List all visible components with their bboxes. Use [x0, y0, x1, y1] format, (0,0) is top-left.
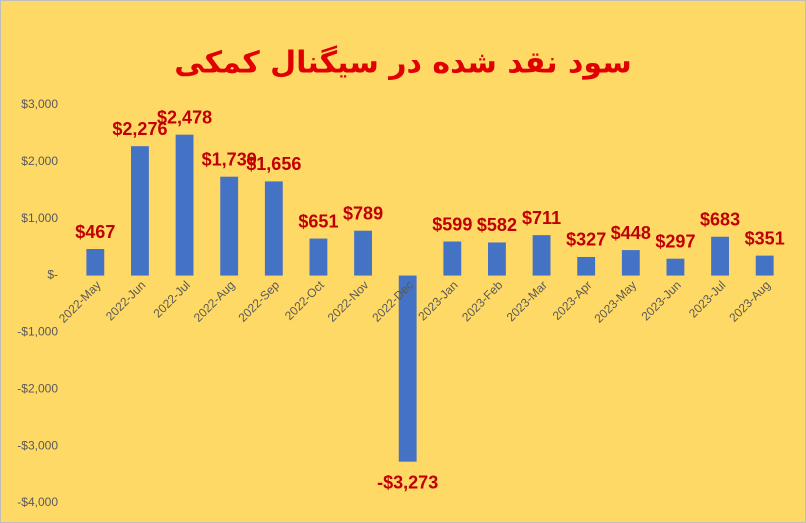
value-label: $599 — [432, 214, 472, 234]
bar — [131, 146, 149, 276]
value-label: $327 — [566, 230, 606, 250]
y-tick-label: $2,000 — [21, 154, 58, 168]
value-label: $683 — [700, 209, 740, 229]
bar — [175, 134, 194, 276]
value-label: $582 — [477, 215, 517, 235]
bar — [443, 241, 462, 276]
y-tick-label: $1,000 — [21, 211, 58, 225]
bar — [309, 238, 328, 276]
value-label: -$3,273 — [377, 472, 438, 492]
value-label: $467 — [75, 222, 115, 242]
bar — [621, 250, 640, 276]
value-label: $351 — [745, 228, 785, 248]
value-label: $1,739 — [202, 149, 257, 169]
chart-title: سود نقد شده در سیگنال کمکی — [174, 45, 631, 81]
y-tick-label: -$3,000 — [17, 438, 58, 452]
bar — [264, 181, 283, 276]
bar — [666, 258, 685, 276]
value-label: $1,656 — [246, 154, 301, 174]
bar — [220, 176, 239, 276]
y-tick-label: $- — [47, 268, 58, 282]
value-label: $789 — [343, 203, 383, 223]
value-label: $651 — [298, 211, 338, 231]
bar — [755, 255, 774, 276]
bar — [488, 242, 506, 276]
value-label: $2,276 — [112, 119, 167, 139]
bar — [398, 275, 417, 462]
value-label: $711 — [522, 208, 561, 228]
bar — [532, 235, 551, 276]
bar — [577, 256, 596, 276]
bar — [354, 230, 372, 276]
value-label: $297 — [655, 231, 695, 251]
value-label: $2,478 — [157, 107, 212, 127]
bar — [86, 249, 105, 276]
bar — [711, 236, 729, 276]
y-tick-label: -$1,000 — [17, 325, 58, 339]
value-label: $448 — [611, 223, 651, 243]
y-tick-label: -$4,000 — [17, 495, 58, 509]
y-tick-label: -$2,000 — [17, 381, 58, 395]
y-tick-label: $3,000 — [21, 97, 58, 111]
